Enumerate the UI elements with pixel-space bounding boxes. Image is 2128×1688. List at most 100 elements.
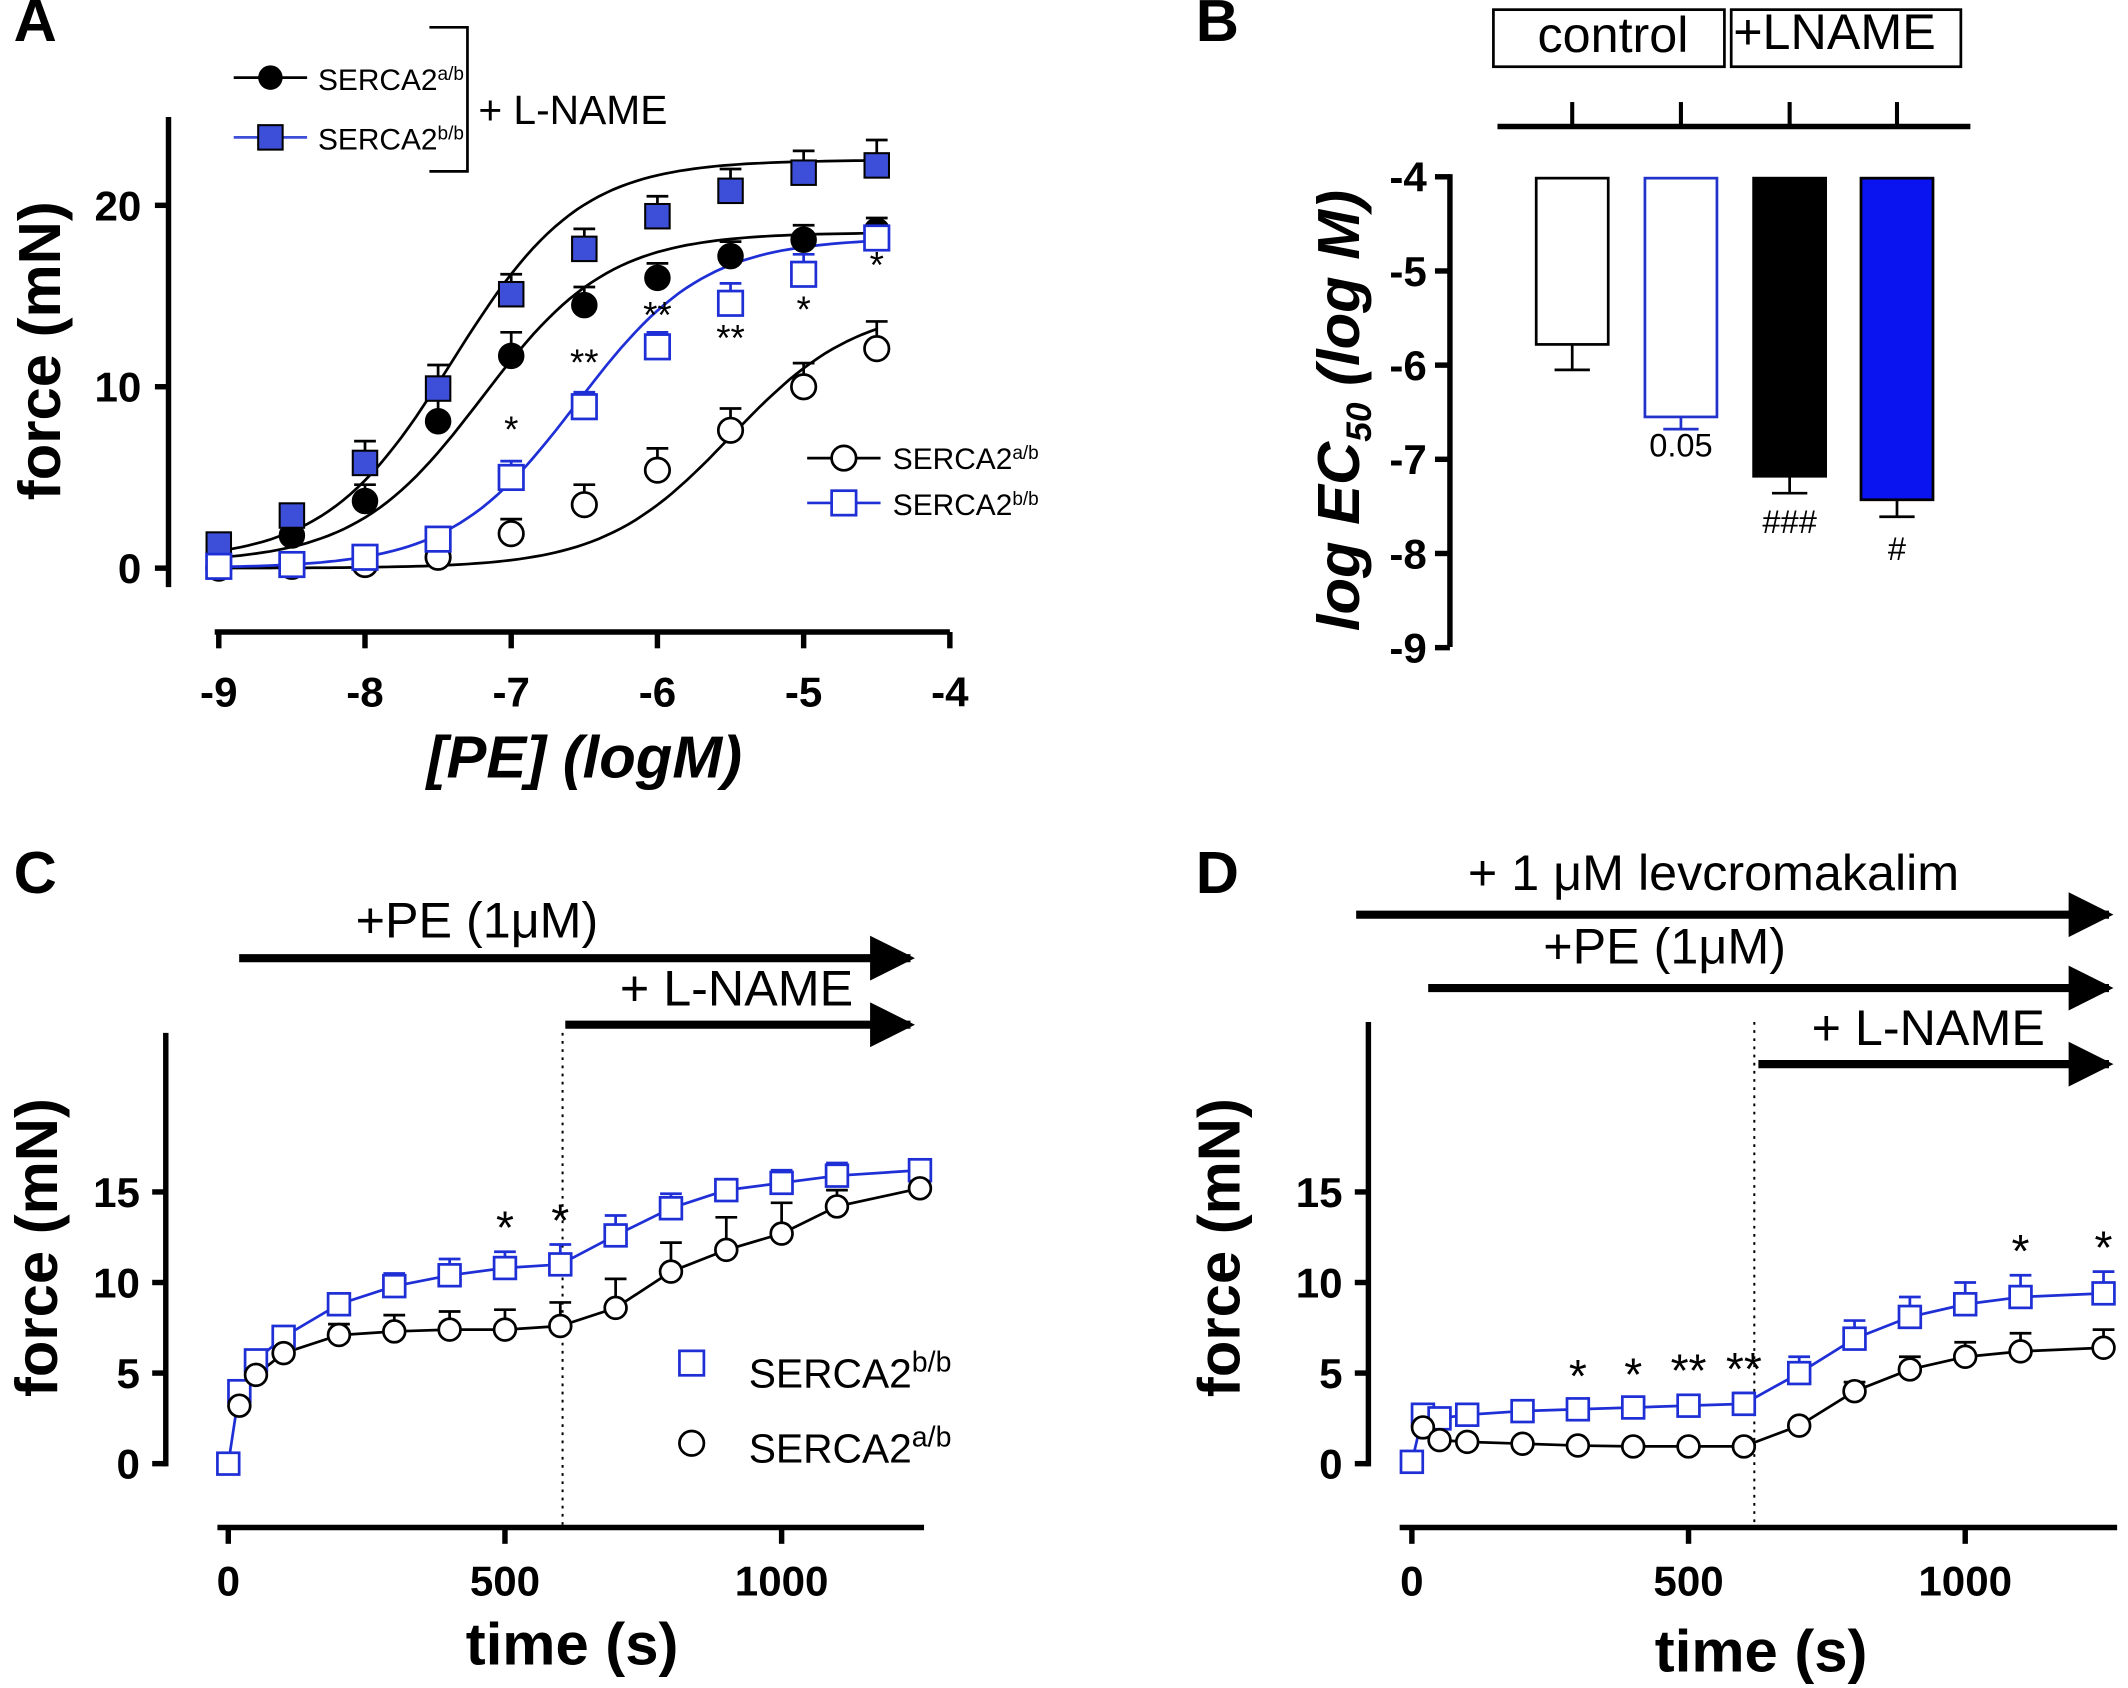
c-legend-ab: SERCA2a/b — [749, 1421, 952, 1471]
d-sig-label-2: ** — [1671, 1345, 1707, 1397]
a-point-s1-6 — [644, 202, 671, 230]
a-sig-label-2: ** — [643, 295, 672, 336]
b-y-tick-label-5: -9 — [1389, 625, 1426, 672]
d-point-s0-5 — [1565, 1397, 1591, 1422]
d-sig-label-4: * — [2012, 1225, 2030, 1277]
d-x-ticks: 0 500 1000 — [1400, 1527, 2012, 1604]
d-x-tick-label-2: 1000 — [1918, 1557, 2012, 1604]
a-point-s3-6 — [643, 333, 672, 361]
b-group-label-control: control — [1538, 6, 1689, 63]
a-legend-bracket — [429, 25, 469, 173]
c-point-s1-9 — [658, 1259, 684, 1284]
b-group-box-control — [1492, 8, 1726, 69]
c-x-tick-label-1: 500 — [470, 1557, 540, 1604]
c-point-s1-3 — [326, 1322, 352, 1348]
c-point-s1-13 — [907, 1176, 933, 1201]
b-group-box-lname — [1729, 8, 1963, 69]
a-point-s2-6 — [643, 456, 672, 484]
a-x-tick-label-4: -5 — [785, 669, 822, 716]
d-arrow-levcromakalim-label: + 1 μM levcromakalim — [1468, 844, 1959, 901]
d-point-s1-10 — [1897, 1357, 1923, 1382]
b-y-ticks: -4 -5 -6 -7 -8 -9 — [1389, 154, 1450, 672]
c-sig-label-1: * — [551, 1194, 569, 1246]
a-legend-marker-ab-filled — [258, 65, 283, 90]
d-x-tick-label-1: 500 — [1653, 1557, 1723, 1604]
a-point-s2-9 — [863, 335, 891, 363]
c-point-s1-8 — [603, 1295, 628, 1321]
c-point-s1-5 — [437, 1317, 462, 1342]
a-y-label: force (mN) — [6, 201, 73, 500]
d-point-s1-3 — [1510, 1431, 1535, 1456]
d-point-s0-7 — [1676, 1393, 1701, 1418]
a-fit-curve-ctrl-bb — [218, 239, 877, 569]
d-point-s0-9 — [1786, 1360, 1812, 1386]
d-sig-label-5: * — [2095, 1221, 2113, 1273]
a-sig-label-0: * — [504, 409, 518, 450]
a-sig-label-3: ** — [716, 318, 745, 359]
c-y-tick-label-3: 15 — [93, 1169, 140, 1216]
a-sig-label-4: * — [796, 289, 810, 330]
a-x-tick-label-0: -9 — [200, 669, 237, 716]
c-x-label: time (s) — [466, 1611, 679, 1678]
d-trace-s1 — [1422, 1346, 2104, 1448]
a-x-tick-label-2: -7 — [492, 669, 529, 716]
panel-d: D + 1 μM levcromakalim +PE (1μM) + L-NAM… — [1185, 839, 2118, 1685]
a-y-tick-label-2: 20 — [94, 182, 141, 229]
a-x-tick-label-3: -6 — [639, 669, 676, 716]
c-point-s1-10 — [714, 1237, 739, 1263]
panel-a: A 0 10 20 -9 -8 -7 -6 -5 -4 force (mN) [PE] (lo… — [6, 0, 1039, 790]
c-arrow-pe-label: +PE (1μM) — [356, 892, 599, 949]
a-point-s1-3 — [424, 375, 452, 402]
d-point-s0-11 — [1897, 1304, 1923, 1330]
a-fit-curve-lname-ab — [218, 231, 877, 559]
d-point-s0-6 — [1620, 1395, 1646, 1420]
b-bar-0 — [1534, 176, 1610, 346]
d-point-s0-8 — [1731, 1391, 1757, 1417]
panel-label-c: C — [14, 839, 57, 906]
d-point-s0-10 — [1842, 1326, 1867, 1351]
a-fit-curve-lname-bb — [218, 159, 877, 553]
b-y-tick-label-2: -6 — [1389, 342, 1426, 389]
a-point-s0-4 — [497, 342, 525, 370]
b-bar-2 — [1752, 176, 1828, 478]
d-y-ticks: 0 5 10 15 — [1296, 1169, 1369, 1488]
c-point-s0-13 — [824, 1163, 850, 1188]
d-data-points — [1399, 1281, 2116, 1475]
c-point-s0-10 — [658, 1196, 684, 1221]
a-legend-marker-ab-open — [830, 444, 858, 472]
a-legend-group-label: + L-NAME — [478, 87, 667, 133]
a-point-s1-2 — [351, 449, 379, 477]
d-arrow-lname-label: + L-NAME — [1812, 999, 2045, 1056]
panel-c: C +PE (1μM) + L-NAME 0 5 10 15 0 500 1000 for… — [3, 839, 951, 1678]
c-point-s0-4 — [326, 1292, 352, 1317]
b-bars: 0.05#### — [1534, 176, 1935, 567]
a-point-s1-7 — [717, 177, 744, 205]
b-group-label-lname: +LNAME — [1733, 3, 1936, 60]
d-arrow-pe-label: +PE (1μM) — [1543, 918, 1786, 975]
b-bar-3 — [1859, 176, 1935, 502]
a-point-s2-7 — [716, 416, 745, 444]
d-x-tick-label-0: 0 — [1400, 1557, 1423, 1604]
a-legend-ab-open: SERCA2a/b — [893, 442, 1039, 475]
d-point-s1-0 — [1410, 1415, 1436, 1440]
a-legend-bb-open: SERCA2b/b — [893, 489, 1039, 523]
c-sig-label-0: * — [496, 1202, 514, 1254]
d-point-s1-13 — [2091, 1335, 2116, 1360]
panel-b: B control +LNAME -4 -5 -6 -7 -8 -9 log EC50 (… — [1196, 0, 1971, 672]
d-point-s1-9 — [1842, 1378, 1867, 1404]
a-point-s3-4 — [497, 463, 525, 492]
a-fit-curve-ctrl-ab — [218, 327, 878, 570]
d-point-s0-12 — [1952, 1292, 1978, 1317]
a-y-tick-label-0: 0 — [118, 545, 141, 592]
c-point-s0-12 — [769, 1170, 794, 1196]
a-point-s1-0 — [205, 531, 233, 558]
d-x-label: time (s) — [1655, 1618, 1868, 1685]
c-point-s1-2 — [271, 1340, 296, 1366]
b-bar-label-1: 0.05 — [1649, 427, 1712, 464]
d-point-s0-3 — [1454, 1402, 1480, 1427]
d-point-s0-14 — [2091, 1281, 2116, 1306]
a-point-s3-7 — [716, 289, 745, 317]
c-point-s0-7 — [492, 1255, 518, 1281]
d-point-s1-1 — [1427, 1427, 1452, 1453]
